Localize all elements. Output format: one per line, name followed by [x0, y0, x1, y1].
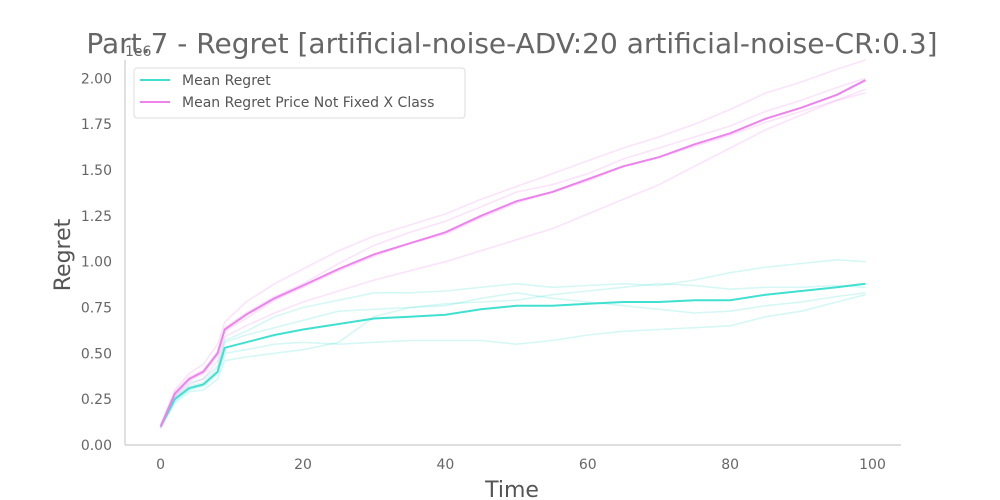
y-axis-ticks: 0.00 0.25 0.50 0.75 1.00 1.25 1.50 1.75 2.00	[81, 71, 112, 454]
chart-title: Part.7 - Regret [artificial-noise-ADV:20…	[86, 27, 937, 60]
y-tick-label: 0.00	[81, 438, 112, 454]
mean-lines	[159, 79, 866, 428]
x-axis-label: Time	[484, 478, 539, 500]
run-line-0-2	[159, 292, 866, 428]
mean-line-0	[159, 282, 866, 428]
x-tick-label: 80	[721, 457, 739, 473]
y-tick-label: 1.75	[81, 117, 112, 133]
mean-line-1	[159, 79, 866, 428]
run-line-1-2	[159, 92, 866, 428]
run-line-1-1	[159, 59, 866, 426]
legend-box	[133, 67, 466, 119]
y-tick-label: 2.00	[81, 71, 112, 87]
y-axis-label: Regret	[51, 218, 76, 291]
run-line-0-0	[159, 293, 866, 429]
x-axis-ticks: 0 20 40 60 80 100	[156, 457, 886, 473]
individual-runs	[159, 59, 866, 429]
run-line-0-3	[159, 282, 866, 428]
y-tick-label: 0.25	[81, 392, 112, 408]
x-tick-label: 40	[436, 457, 454, 473]
y-tick-label: 0.50	[81, 346, 112, 362]
x-tick-label: 20	[294, 457, 312, 473]
y-tick-label: 1.50	[81, 163, 112, 179]
legend-label-price-not-fixed: Mean Regret Price Not Fixed X Class	[182, 95, 434, 111]
x-tick-label: 0	[156, 457, 165, 473]
x-tick-label: 60	[579, 457, 597, 473]
legend-label-mean-regret: Mean Regret	[182, 73, 271, 89]
y-tick-label: 1.25	[81, 209, 112, 225]
run-line-0-1	[159, 259, 866, 426]
x-tick-label: 100	[859, 457, 886, 473]
y-tick-label: 0.75	[81, 301, 112, 317]
y-axis-offset-text: 1e6	[125, 44, 152, 60]
run-line-1-0	[159, 88, 866, 429]
y-tick-label: 1.00	[81, 255, 112, 271]
legend: Mean Regret Mean Regret Price Not Fixed …	[133, 67, 466, 119]
run-line-1-3	[159, 77, 866, 428]
